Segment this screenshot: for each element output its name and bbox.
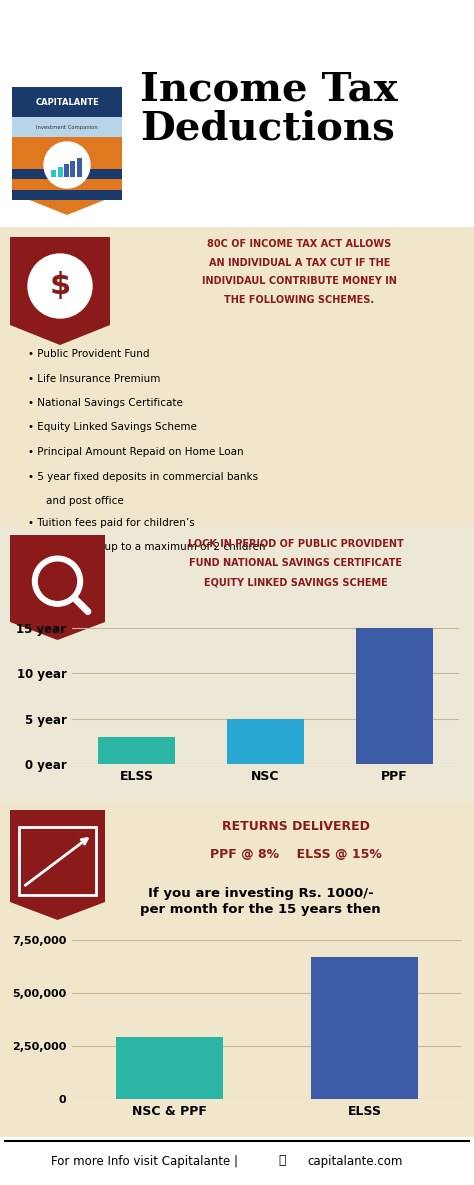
Text: RETURNS DELIVERED: RETURNS DELIVERED — [222, 820, 370, 833]
FancyBboxPatch shape — [0, 802, 474, 1136]
Text: THE FOLLOWING SCHEMES.: THE FOLLOWING SCHEMES. — [224, 295, 374, 305]
Text: • Public Provident Fund: • Public Provident Fund — [28, 350, 149, 359]
FancyBboxPatch shape — [12, 169, 122, 179]
Text: • 5 year fixed deposits in commercial banks: • 5 year fixed deposits in commercial ba… — [28, 472, 258, 481]
FancyBboxPatch shape — [12, 117, 122, 137]
Polygon shape — [12, 137, 122, 214]
Text: Income Tax
Deductions: Income Tax Deductions — [140, 70, 398, 148]
Text: CAPITALANTE: CAPITALANTE — [35, 97, 99, 107]
Text: • Principal Amount Repaid on Home Loan: • Principal Amount Repaid on Home Loan — [28, 447, 244, 457]
Text: capitalante.com: capitalante.com — [307, 1154, 403, 1167]
FancyBboxPatch shape — [12, 87, 122, 117]
FancyBboxPatch shape — [58, 167, 63, 177]
Polygon shape — [10, 811, 105, 920]
Text: For more Info visit Capitalante |: For more Info visit Capitalante | — [52, 1154, 238, 1167]
FancyBboxPatch shape — [52, 169, 56, 177]
Text: • National Savings Certificate: • National Savings Certificate — [28, 398, 183, 408]
FancyBboxPatch shape — [0, 228, 474, 527]
Circle shape — [44, 142, 90, 188]
Polygon shape — [10, 534, 105, 640]
FancyBboxPatch shape — [77, 158, 82, 177]
FancyBboxPatch shape — [12, 190, 122, 200]
Text: 80C OF INCOME TAX ACT ALLOWS: 80C OF INCOME TAX ACT ALLOWS — [207, 239, 392, 249]
FancyBboxPatch shape — [0, 0, 474, 228]
Bar — [98, 737, 175, 764]
FancyBboxPatch shape — [71, 161, 75, 177]
Text: EQUITY LINKED SAVINGS SCHEME: EQUITY LINKED SAVINGS SCHEME — [204, 577, 388, 587]
Circle shape — [38, 562, 76, 600]
Text: • Life Insurance Premium: • Life Insurance Premium — [28, 373, 160, 384]
Text: INDIVIDAUL CONTRIBUTE MONEY IN: INDIVIDAUL CONTRIBUTE MONEY IN — [202, 276, 397, 286]
Text: education, up to a maximum of 2 children: education, up to a maximum of 2 children — [46, 543, 265, 552]
Text: • Equity Linked Savings Scheme: • Equity Linked Savings Scheme — [28, 423, 197, 433]
FancyBboxPatch shape — [64, 164, 69, 177]
Text: PPF @ 8%    ELSS @ 15%: PPF @ 8% ELSS @ 15% — [210, 848, 382, 861]
Text: Investment Companion: Investment Companion — [36, 124, 98, 129]
Text: If you are investing Rs. 1000/-
per month for the 15 years then: If you are investing Rs. 1000/- per mont… — [140, 888, 381, 916]
FancyBboxPatch shape — [0, 527, 474, 802]
Text: LOCK IN PERIOD OF PUBLIC PROVIDENT: LOCK IN PERIOD OF PUBLIC PROVIDENT — [188, 539, 404, 549]
Polygon shape — [10, 237, 110, 345]
Bar — [116, 1037, 223, 1098]
Text: AN INDIVIDUAL A TAX CUT IF THE: AN INDIVIDUAL A TAX CUT IF THE — [209, 257, 390, 268]
Circle shape — [28, 254, 92, 318]
Text: • Tuition fees paid for children’s: • Tuition fees paid for children’s — [28, 518, 195, 529]
Circle shape — [33, 556, 82, 607]
Bar — [227, 718, 304, 764]
Bar — [356, 628, 433, 764]
Text: and post office: and post office — [46, 497, 124, 506]
Text: 🌐: 🌐 — [278, 1154, 286, 1167]
Text: FUND NATIONAL SAVINGS CERTIFICATE: FUND NATIONAL SAVINGS CERTIFICATE — [190, 558, 402, 568]
Text: $: $ — [49, 271, 71, 301]
Bar — [311, 956, 418, 1098]
FancyBboxPatch shape — [0, 1136, 474, 1185]
